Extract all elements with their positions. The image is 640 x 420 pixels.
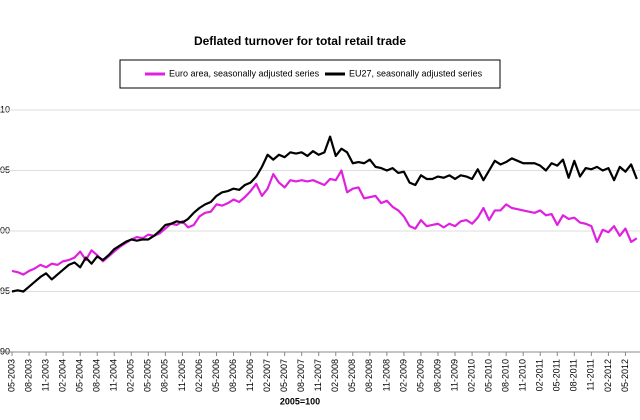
series-line [11,169,638,276]
x-tick-label: 11-2007 [313,359,323,391]
x-tick-label: 08-2008 [364,359,374,392]
y-tick-label: 95 [0,286,10,296]
legend-label: EU27, seasonally adjusted series [349,68,483,78]
y-tick-label: 90 [0,346,10,356]
x-tick-label: 05-2009 [415,359,425,392]
x-tick-label: 02-2007 [262,359,272,392]
x-tick-label: 08-2004 [92,359,102,392]
x-tick-label: 05-2006 [211,359,221,392]
x-tick-label: 11-2009 [449,359,459,391]
x-tick-label: 05-2005 [143,359,153,392]
series-line [11,135,638,293]
y-tick-label: 105 [0,165,10,175]
x-tick-label: 11-2003 [40,359,50,391]
x-tick-label: 05-2008 [347,359,357,392]
y-tick-label: 110 [0,104,10,114]
x-tick-label: 08-2005 [160,359,170,392]
x-tick-label: 02-2004 [57,359,67,392]
legend-box [119,59,501,89]
x-tick-label: 08-2010 [501,359,511,392]
x-tick-label: 11-2010 [518,359,528,391]
x-tick-label: 05-2011 [552,359,562,391]
y-tick-label: 100 [0,225,10,235]
x-tick-label: 05-2012 [620,359,630,392]
x-tick-label: 11-2005 [177,359,187,391]
x-tick-label: 11-2011 [586,359,596,391]
x-tick-label: 08-2006 [228,359,238,392]
x-tick-label: 02-2006 [194,359,204,392]
x-tick-label: 02-2005 [126,359,136,392]
chart-title: Deflated turnover for total retail trade [194,34,406,48]
x-tick-label: 05-2003 [6,359,16,392]
x-tick-label: 05-2004 [75,359,85,392]
x-tick-label: 11-2006 [245,359,255,391]
x-tick-label: 02-2011 [535,359,545,391]
x-tick-label: 08-2007 [296,359,306,392]
x-tick-label: 08-2011 [569,359,579,391]
x-tick-label: 02-2012 [603,359,613,392]
x-tick-label: 05-2010 [483,359,493,392]
x-tick-label: 02-2009 [398,359,408,392]
x-tick-label: 11-2008 [381,359,391,391]
x-axis-label: 2005=100 [280,396,320,406]
legend-label: Euro area, seasonally adjusted series [169,68,320,78]
x-tick-label: 05-2007 [279,359,289,392]
x-tick-label: 02-2008 [330,359,340,392]
x-tick-label: 02-2010 [466,359,476,392]
x-tick-label: 08-2009 [432,359,442,392]
x-tick-label: 11-2004 [109,359,119,391]
x-tick-label: 08-2003 [23,359,33,392]
